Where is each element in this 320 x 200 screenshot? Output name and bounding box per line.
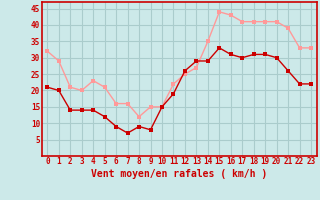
X-axis label: Vent moyen/en rafales ( km/h ): Vent moyen/en rafales ( km/h ) [91, 169, 267, 179]
